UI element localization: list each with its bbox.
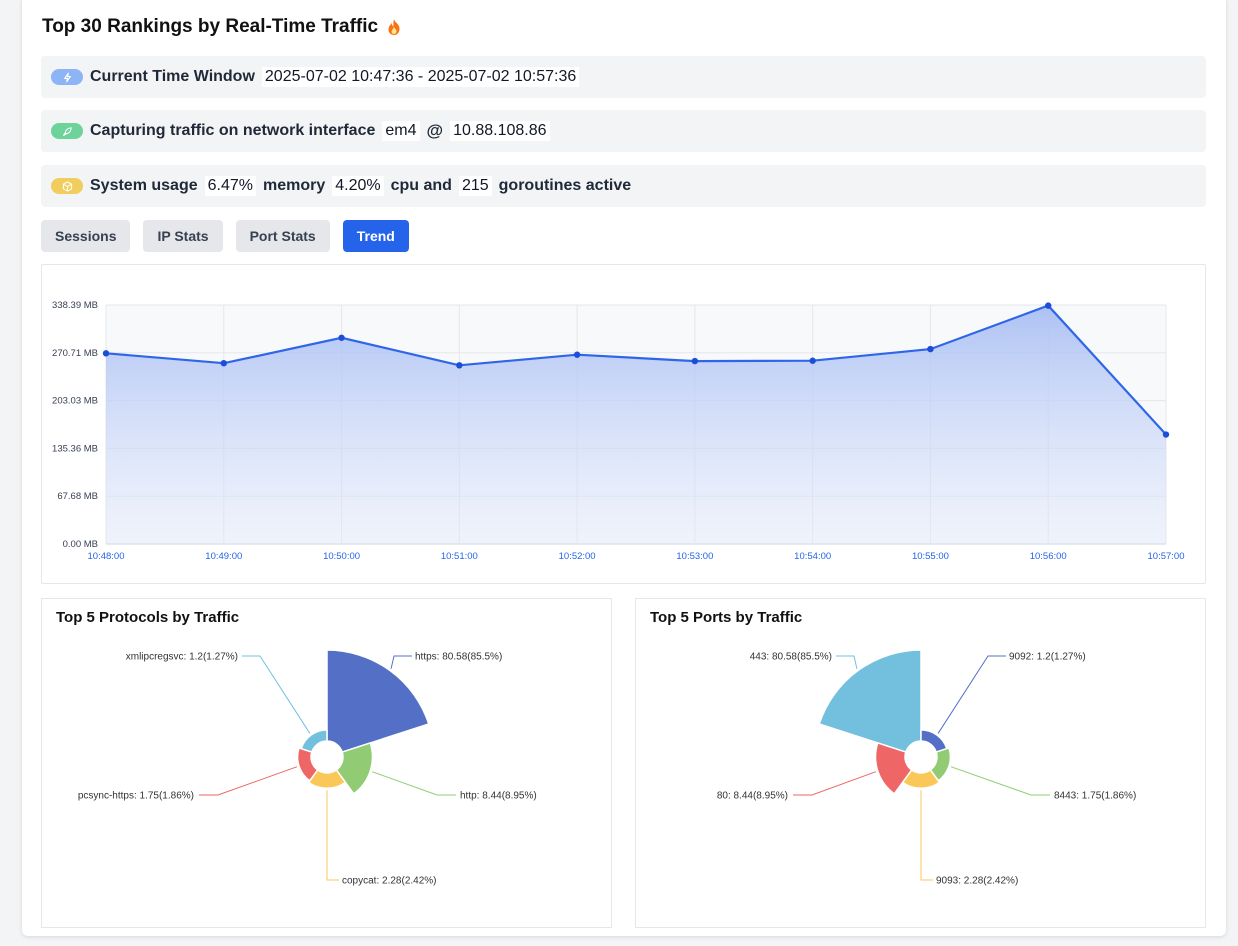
trend-chart-panel: 0.00 MB 67.68 MB 135.36 MB 203.03 MB 270.71 … xyxy=(41,264,1206,584)
label-leader-line xyxy=(836,655,858,669)
memory-value: 6.47% xyxy=(204,176,256,196)
x-tick-label: 10:55:00 xyxy=(912,551,949,562)
label-leader-line xyxy=(371,771,456,796)
trend-line xyxy=(105,304,1167,436)
ports-panel: Top 5 Ports by Traffic 443: 80.58(85.5%)… xyxy=(635,598,1206,928)
data-point[interactable] xyxy=(1045,302,1052,309)
ports-chart: 443: 80.58(85.5%) 9092: 1.2(1.27%) 8443: 1… xyxy=(717,649,1136,887)
slice-label: xmlipcregsvc: 1.2(1.27%) xyxy=(126,652,238,663)
pie-slice[interactable] xyxy=(300,729,328,753)
y-tick-label: 135.36 MB xyxy=(52,443,98,454)
time-window-box: Current Time Window 2025-07-02 10:47:36 … xyxy=(41,56,1206,98)
ports-title: Top 5 Ports by Traffic xyxy=(650,609,803,626)
interface-ip: 10.88.108.86 xyxy=(450,121,550,141)
time-window-label: Current Time Window xyxy=(90,68,255,85)
trend-area xyxy=(106,305,1166,544)
slice-label: pcsync-https: 1.75(1.86%) xyxy=(78,791,194,802)
data-point[interactable] xyxy=(338,334,345,341)
y-tick-label: 203.03 MB xyxy=(52,396,98,407)
slice-label: 443: 80.58(85.5%) xyxy=(750,652,832,663)
label-leader-line xyxy=(950,766,1050,796)
x-tick-label: 10:56:00 xyxy=(1030,551,1067,562)
y-tick-label: 270.71 MB xyxy=(52,348,98,359)
data-point[interactable] xyxy=(220,359,227,367)
slice-label: 9092: 1.2(1.27%) xyxy=(1009,652,1086,663)
x-tick-label: 10:48:00 xyxy=(88,551,125,562)
data-point[interactable] xyxy=(1162,431,1170,438)
cpu-label: cpu and xyxy=(390,177,452,194)
x-tick-label: 10:49:00 xyxy=(205,551,242,562)
cube-icon xyxy=(51,178,83,194)
rocket-icon xyxy=(51,123,83,139)
x-tick-label: 10:52:00 xyxy=(559,551,596,562)
protocols-title: Top 5 Protocols by Traffic xyxy=(56,609,240,626)
label-leader-line xyxy=(199,766,298,796)
slice-label: 80: 8.44(8.95%) xyxy=(717,791,788,802)
data-point[interactable] xyxy=(573,351,581,358)
pie-slice[interactable] xyxy=(307,769,347,789)
trend-chart: 0.00 MB 67.68 MB 135.36 MB 203.03 MB 270.71 … xyxy=(52,300,1185,562)
tab-ip-stats[interactable]: IP Stats xyxy=(143,220,223,252)
x-tick-label: 10:54:00 xyxy=(794,551,831,562)
at-sign: @ xyxy=(426,121,444,140)
pie-slice[interactable] xyxy=(920,729,948,753)
cpu-value: 4.20% xyxy=(332,176,384,196)
capture-box: Capturing traffic on network interface e… xyxy=(41,110,1206,152)
tab-bar: Sessions IP Stats Port Stats Trend xyxy=(41,220,409,252)
label-leader-line xyxy=(937,655,1006,734)
x-tick-label: 10:53:00 xyxy=(676,551,713,562)
interface-name: em4 xyxy=(382,121,420,141)
label-leader-line xyxy=(390,655,412,669)
data-point[interactable] xyxy=(691,357,699,365)
protocols-panel: Top 5 Protocols by Traffic https: 80.58(… xyxy=(41,598,612,928)
data-point[interactable] xyxy=(102,350,110,357)
system-usage-box: System usage 6.47% memory 4.20% cpu and … xyxy=(41,165,1206,207)
x-tick-label: 10:50:00 xyxy=(323,551,360,562)
data-point[interactable] xyxy=(927,345,934,353)
goroutines-value: 215 xyxy=(458,176,492,196)
capture-label: Capturing traffic on network interface xyxy=(90,122,376,139)
page-title: Top 30 Rankings by Real-Time Traffic xyxy=(42,16,379,37)
main-card: Top 30 Rankings by Real-Time Traffic Cur… xyxy=(22,0,1226,936)
slice-label: http: 8.44(8.95%) xyxy=(460,791,537,802)
header: Top 30 Rankings by Real-Time Traffic xyxy=(42,16,402,38)
tab-sessions[interactable]: Sessions xyxy=(41,220,131,252)
slice-label: 8443: 1.75(1.86%) xyxy=(1054,791,1136,802)
protocols-chart: https: 80.58(85.5%) http: 8.44(8.95%) copy… xyxy=(78,649,537,887)
label-leader-line xyxy=(242,655,311,734)
slice-label: copycat: 2.28(2.42%) xyxy=(342,876,437,887)
fire-icon xyxy=(388,19,400,35)
tab-trend[interactable]: Trend xyxy=(342,220,409,252)
memory-label: memory xyxy=(262,177,326,194)
label-leader-line xyxy=(920,790,933,881)
x-tick-label: 10:51:00 xyxy=(441,551,478,562)
slice-label: 9093: 2.28(2.42%) xyxy=(936,876,1018,887)
slice-label: https: 80.58(85.5%) xyxy=(415,652,502,663)
label-leader-line xyxy=(793,771,877,796)
pie-slice[interactable] xyxy=(296,747,319,782)
y-tick-label: 338.39 MB xyxy=(52,300,98,311)
data-point[interactable] xyxy=(809,357,816,364)
pie-slice[interactable] xyxy=(326,649,430,753)
x-tick-label: 10:57:00 xyxy=(1148,551,1185,562)
lightning-icon xyxy=(51,69,83,85)
time-window-value: 2025-07-02 10:47:36 - 2025-07-02 10:57:3… xyxy=(261,67,580,87)
data-point[interactable] xyxy=(456,362,463,369)
pie-slice[interactable] xyxy=(874,742,913,795)
y-tick-label: 0.00 MB xyxy=(63,539,98,550)
y-tick-label: 67.68 MB xyxy=(57,491,98,502)
system-usage-label: System usage xyxy=(90,177,198,194)
tab-port-stats[interactable]: Port Stats xyxy=(235,220,330,252)
goroutines-label: goroutines active xyxy=(498,177,632,194)
label-leader-line xyxy=(326,790,339,881)
pie-slice[interactable] xyxy=(818,649,922,753)
